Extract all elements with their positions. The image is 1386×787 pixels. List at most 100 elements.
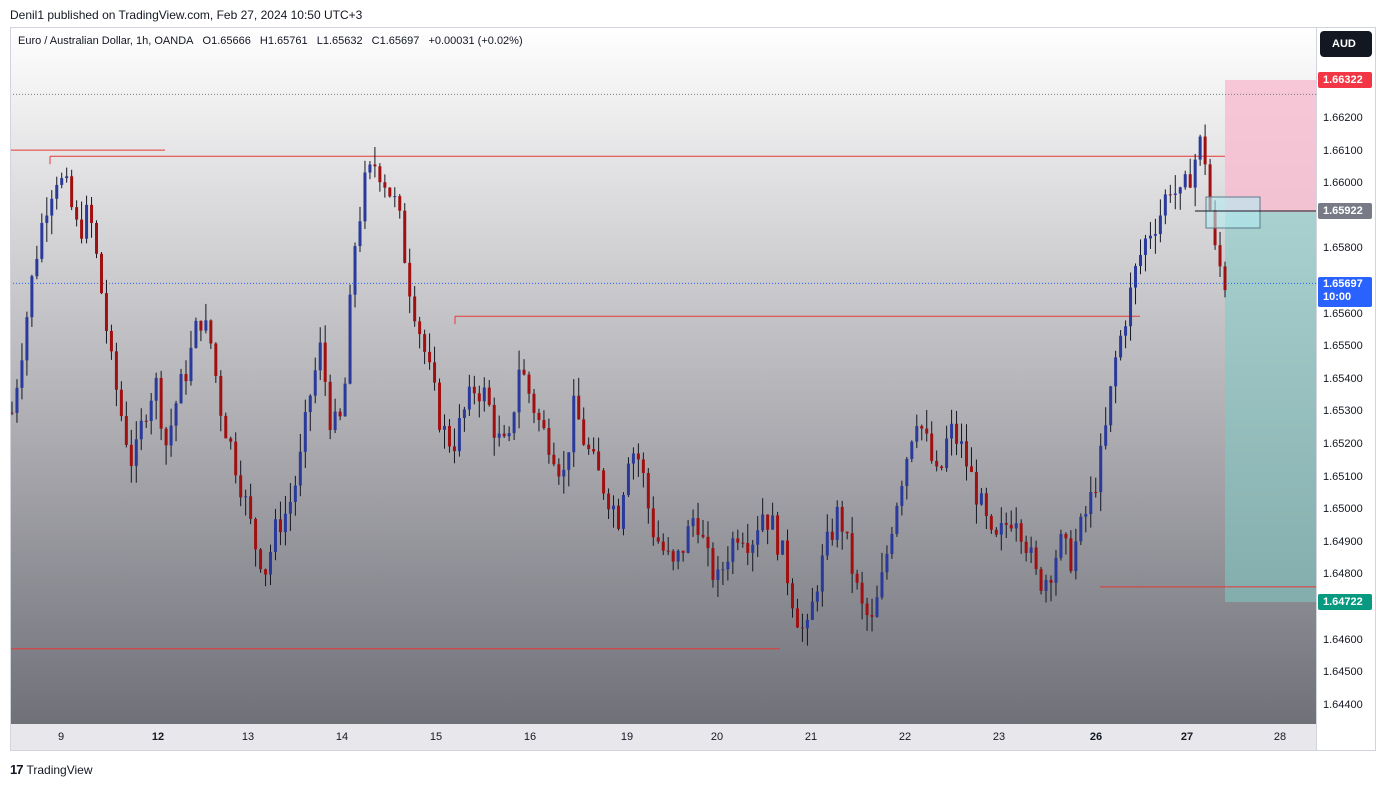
candle-body bbox=[1193, 159, 1197, 188]
time-tick: 20 bbox=[710, 731, 724, 743]
candle-body bbox=[845, 531, 849, 534]
time-tick: 19 bbox=[620, 731, 634, 743]
candle-body bbox=[234, 441, 238, 476]
candle-body bbox=[363, 172, 367, 222]
candle-body bbox=[109, 330, 113, 352]
time-axis[interactable] bbox=[10, 724, 1316, 751]
candle-body bbox=[820, 555, 824, 592]
symbol-legend[interactable]: Euro / Australian Dollar, 1h, OANDA O1.6… bbox=[18, 35, 529, 47]
candle-body bbox=[646, 472, 650, 509]
candle-body bbox=[830, 531, 834, 540]
price-tick: 1.65400 bbox=[1323, 373, 1363, 385]
candle-body bbox=[283, 513, 287, 533]
candle-body bbox=[855, 573, 859, 583]
candle-body bbox=[313, 370, 317, 396]
candle-body bbox=[761, 514, 765, 531]
legend-high: H1.65761 bbox=[259, 35, 308, 47]
price-tick: 1.66200 bbox=[1323, 112, 1363, 124]
candle-body bbox=[343, 383, 347, 417]
candle-body bbox=[1124, 326, 1128, 336]
candle-body bbox=[40, 222, 44, 259]
candle-body bbox=[567, 452, 571, 470]
candle-body bbox=[358, 221, 362, 247]
legend-close: C1.65697 bbox=[371, 35, 420, 47]
candle-body bbox=[1099, 445, 1103, 493]
candle-body bbox=[1059, 533, 1063, 558]
candle-body bbox=[154, 377, 158, 401]
candle-body bbox=[1218, 245, 1222, 267]
candle-body bbox=[940, 466, 944, 468]
candle-body bbox=[194, 320, 198, 348]
candle-body bbox=[413, 296, 417, 322]
stop-loss-zone[interactable] bbox=[1225, 80, 1316, 212]
candle-body bbox=[214, 343, 218, 376]
currency-button[interactable]: AUD bbox=[1320, 31, 1372, 57]
candle-body bbox=[443, 425, 447, 430]
candle-body bbox=[368, 164, 372, 173]
candle-body bbox=[348, 294, 352, 384]
time-tick: 15 bbox=[429, 731, 443, 743]
price-axis[interactable] bbox=[1316, 27, 1376, 751]
candle-body bbox=[890, 533, 894, 554]
candle-body bbox=[587, 444, 591, 450]
candle-body bbox=[636, 453, 640, 460]
candle-body bbox=[1173, 193, 1177, 195]
legend-change: +0.00031 (+0.02%) bbox=[428, 35, 523, 47]
candle-body bbox=[492, 404, 496, 438]
candle-body bbox=[60, 178, 64, 185]
candle-body bbox=[860, 582, 864, 604]
candle-body bbox=[224, 415, 228, 439]
publisher-info: Denil1 published on TradingView.com, Feb… bbox=[10, 8, 363, 22]
candle-body bbox=[15, 387, 19, 413]
candle-body bbox=[691, 518, 695, 527]
candle-body bbox=[1084, 514, 1088, 517]
candle-body bbox=[452, 446, 456, 452]
candle-body bbox=[219, 375, 223, 416]
candle-body bbox=[408, 262, 412, 297]
candle-body bbox=[1054, 557, 1058, 583]
time-tick: 13 bbox=[241, 731, 255, 743]
candle-body bbox=[447, 425, 451, 447]
candle-body bbox=[264, 569, 268, 575]
candle-body bbox=[428, 351, 432, 363]
candle-body bbox=[1119, 335, 1123, 358]
candle-body bbox=[497, 433, 501, 438]
candle-body bbox=[239, 475, 243, 498]
candle-body bbox=[751, 544, 755, 553]
candle-body bbox=[577, 395, 581, 420]
candle-body bbox=[771, 515, 775, 530]
candle-body bbox=[920, 426, 924, 429]
candle-body bbox=[35, 258, 39, 277]
candle-body bbox=[288, 501, 292, 514]
candle-body bbox=[199, 320, 203, 331]
price-tick: 1.65600 bbox=[1323, 308, 1363, 320]
candlestick-chart[interactable] bbox=[10, 27, 1316, 724]
candle-body bbox=[746, 543, 750, 553]
entry-marker-box[interactable] bbox=[1205, 196, 1261, 229]
candle-body bbox=[353, 246, 357, 295]
current-price-value: 1.65697 bbox=[1323, 278, 1363, 290]
price-tick: 1.66000 bbox=[1323, 177, 1363, 189]
candle-body bbox=[85, 204, 89, 239]
candle-body bbox=[969, 466, 973, 473]
time-tick: 9 bbox=[57, 731, 65, 743]
time-tick: 14 bbox=[335, 731, 349, 743]
candle-body bbox=[1158, 215, 1162, 235]
take-profit-zone[interactable] bbox=[1225, 212, 1316, 602]
time-tick: 21 bbox=[804, 731, 818, 743]
footer-logo[interactable]: 17 TradingView bbox=[10, 762, 93, 777]
candle-body bbox=[651, 508, 655, 538]
candle-body bbox=[104, 293, 108, 331]
candle-body bbox=[50, 198, 54, 216]
candle-body bbox=[532, 393, 536, 413]
candle-body bbox=[781, 540, 785, 555]
candle-body bbox=[189, 347, 193, 382]
candle-body bbox=[244, 496, 248, 498]
candle-body bbox=[999, 523, 1003, 535]
chart-plot-area[interactable] bbox=[10, 27, 1316, 724]
candle-body bbox=[721, 569, 725, 571]
legend-symbol: Euro / Australian Dollar, 1h, OANDA bbox=[18, 35, 194, 47]
candle-body bbox=[1089, 491, 1093, 515]
price-tick: 1.64900 bbox=[1323, 536, 1363, 548]
candle-body bbox=[1044, 579, 1048, 591]
